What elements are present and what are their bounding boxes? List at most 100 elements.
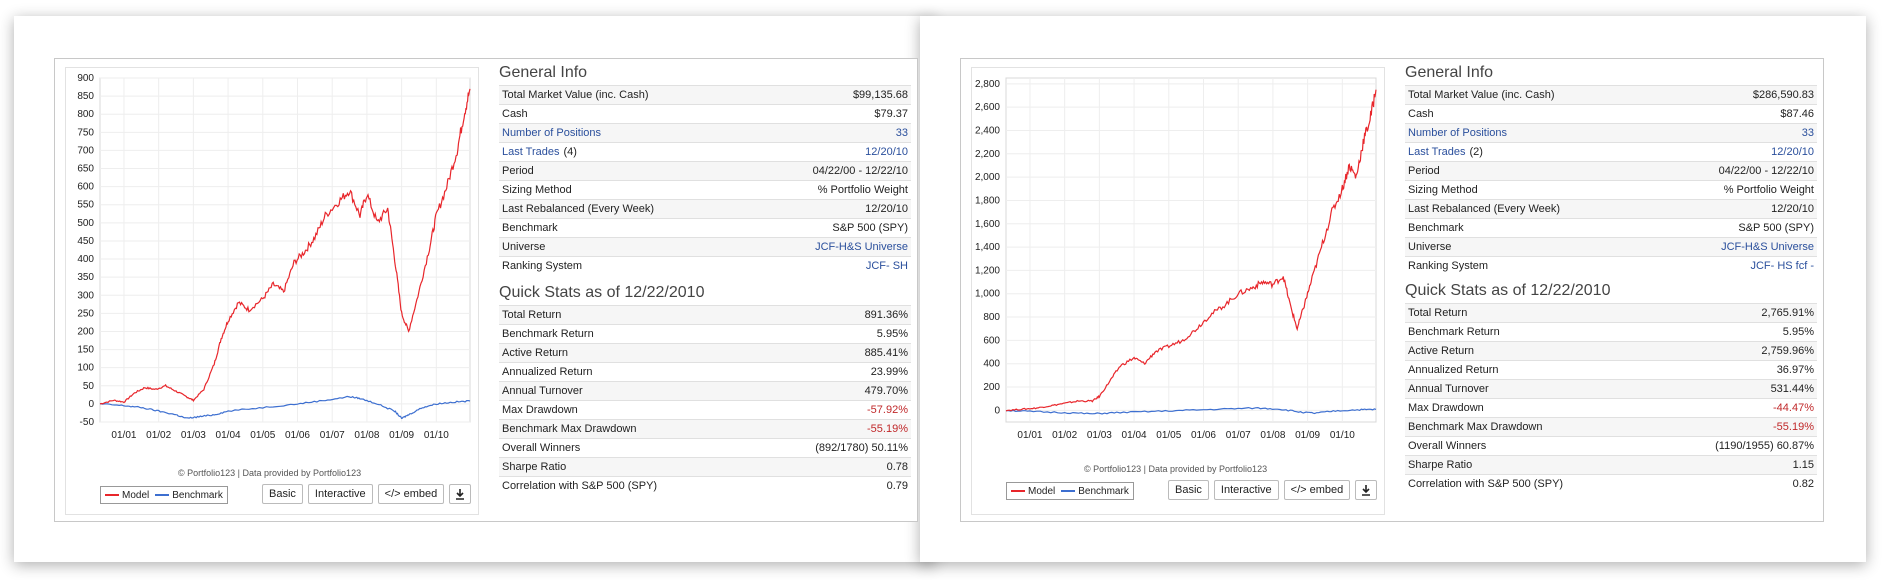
stat-value[interactable]: JCF- HS fcf - [1655,256,1817,275]
embed-button[interactable]: </> embed [1283,480,1351,500]
stat-row: Annual Turnover 531.44% [1405,379,1817,399]
basic-button[interactable]: Basic [1168,480,1209,500]
interactive-button[interactable]: Interactive [1213,480,1279,500]
y-tick-label: 2,200 [975,149,1000,160]
y-tick-label: 300 [77,290,94,301]
legend-item-benchmark[interactable]: Benchmark [1061,486,1129,497]
basic-button[interactable]: Basic [262,484,303,504]
legend-label-model: Model [1028,485,1056,497]
y-tick-label: 600 [983,335,1000,346]
stat-label-cell[interactable]: Last Trades (2) [1405,142,1656,162]
stat-label[interactable]: Last Trades [502,146,560,158]
stat-label: Total Market Value (inc. Cash) [1408,89,1555,101]
legend-item-model[interactable]: Model [1011,486,1055,497]
stat-row: Annualized Return 23.99% [499,362,911,382]
stat-value: $99,135.68 [749,85,911,105]
stat-label[interactable]: Number of Positions [502,127,602,139]
legend-item-benchmark[interactable]: Benchmark [155,490,223,501]
x-tick-label: 01/08 [1260,430,1285,441]
stat-value: 23.99% [754,362,911,382]
stat-value: 2,759.96% [1654,341,1817,361]
stat-row: Number of Positions 33 [499,123,911,143]
stat-value: (1190/1955) 60.87% [1654,436,1817,456]
x-tick-label: 01/08 [354,430,379,441]
interactive-button[interactable]: Interactive [307,484,373,504]
stat-label-cell: Cash [1405,104,1656,124]
stat-label: Benchmark Max Drawdown [1408,421,1543,433]
stat-label-cell[interactable]: Last Trades (4) [499,142,750,162]
chart-buttons: Basic Interactive </> embed [1168,480,1378,500]
x-tick-label: 01/09 [389,430,414,441]
stat-label-cell[interactable]: Number of Positions [499,123,750,143]
stat-row: Universe JCF-H&S Universe [499,237,911,257]
general-info-table: Total Market Value (inc. Cash) $99,135.68… [499,85,911,275]
stat-label-cell: Sizing Method [1405,180,1656,200]
chart-legend[interactable]: Model Benchmark [1006,482,1134,500]
x-tick-label: 01/10 [1330,430,1355,441]
series-line-benchmark[interactable] [1006,406,1377,415]
series-line-model[interactable] [99,88,471,405]
stat-value[interactable]: 12/20/10 [1655,142,1817,162]
stat-row: Benchmark S&P 500 (SPY) [499,218,911,238]
x-tick-label: 01/04 [216,430,241,441]
performance-chart[interactable]: 9008508007507006506005505004504003503002… [66,68,478,450]
chart-legend[interactable]: Model Benchmark [100,486,228,504]
stat-label: Annual Turnover [502,385,583,397]
stat-value: 0.78 [754,457,911,477]
performance-chart[interactable]: 2,800 2,600 2,400 2,200 2,000 1,800 1,600 1,400… [972,68,1384,450]
stat-value[interactable]: JCF-H&S Universe [749,237,911,257]
y-tick-label: 250 [77,308,94,319]
stat-label-cell: Total Return [499,305,755,325]
download-button[interactable] [449,484,472,504]
stat-label-cell[interactable]: Number of Positions [1405,123,1656,143]
download-button[interactable] [1355,480,1378,500]
stat-label-cell: Annual Turnover [1405,379,1655,399]
stat-value: -55.19% [754,419,911,439]
portfolio-panel-left: 900 850 800 750 700 650 600 550 500 450 400 350 300 2… [54,58,918,522]
stat-row: Active Return 2,759.96% [1405,341,1817,361]
stat-label: Ranking System [1408,260,1489,272]
stat-row: Total Return 2,765.91% [1405,303,1817,323]
stat-value: (892/1780) 50.11% [754,438,911,458]
stat-label: Cash [1408,108,1434,120]
stat-row: Max Drawdown -57.92% [499,400,911,420]
stat-value: % Portfolio Weight [749,180,911,200]
x-tick-label: 01/05 [250,430,275,441]
stat-label-cell: Correlation with S&P 500 (SPY) [499,476,755,495]
stat-label: Active Return [502,347,569,359]
stat-row: Total Return 891.36% [499,305,911,325]
chart-credit: © Portfolio123 | Data provided by Portfo… [1084,464,1268,474]
stat-label: Sharpe Ratio [1408,459,1473,471]
y-tick-label: 1,400 [975,242,1000,253]
x-tick-label: 01/03 [1087,430,1112,441]
stat-value[interactable]: JCF-H&S Universe [1655,237,1817,257]
stat-value: 891.36% [754,305,911,325]
info-column: General Info Total Market Value (inc. Ca… [1405,61,1817,493]
stat-label[interactable]: Last Trades [1408,146,1466,158]
stat-label[interactable]: Number of Positions [1408,127,1508,139]
stat-label: Sharpe Ratio [502,461,567,473]
x-tick-label: 01/10 [424,430,449,441]
embed-button[interactable]: </> embed [377,484,445,504]
y-tick-label: 400 [983,359,1000,370]
stat-row: Overall Winners (892/1780) 50.11% [499,438,911,458]
stat-row: Total Market Value (inc. Cash) $99,135.68 [499,85,911,105]
y-tick-label: 2,000 [975,172,1000,183]
stat-row: Active Return 885.41% [499,343,911,363]
stat-label: Ranking System [502,260,583,272]
x-tick-label: 01/05 [1156,430,1181,441]
x-tick-label: 01/02 [146,430,171,441]
stat-value[interactable]: 12/20/10 [749,142,911,162]
stat-value: $286,590.83 [1655,85,1817,105]
stat-row: Annual Turnover 479.70% [499,381,911,401]
stat-value[interactable]: JCF- SH [749,256,911,275]
stat-label: Overall Winners [502,442,581,454]
series-line-benchmark[interactable] [99,395,471,420]
legend-item-model[interactable]: Model [105,490,149,501]
y-tick-label: -50 [80,417,95,428]
stat-value: 36.97% [1654,360,1817,380]
stat-row: Total Market Value (inc. Cash) $286,590.8… [1405,85,1817,105]
stat-value[interactable]: 33 [749,123,911,143]
stat-value[interactable]: 33 [1655,123,1817,143]
series-line-model[interactable] [1005,89,1377,412]
